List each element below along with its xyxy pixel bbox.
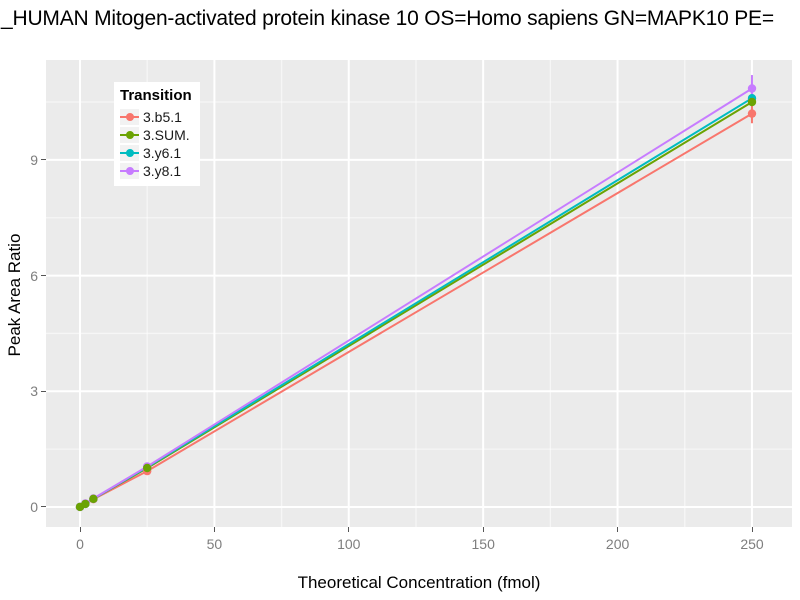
x-tick-mark [213, 527, 215, 532]
legend-entry-label: 3.SUM. [143, 127, 190, 143]
legend-key-swatch [120, 127, 139, 143]
legend-key-swatch [120, 163, 139, 179]
x-tick-label: 150 [471, 536, 495, 552]
legend-entry: 3.y6.1 [120, 144, 194, 162]
x-tick-mark [348, 527, 350, 532]
plot-area-svg [46, 60, 792, 527]
legend-entry-label: 3.y6.1 [143, 145, 182, 161]
legend-entry-label: 3.b5.1 [143, 109, 182, 125]
legend-entry: 3.b5.1 [120, 108, 194, 126]
legend-key-dot-icon [126, 167, 134, 175]
chart-title: _HUMAN Mitogen-activated protein kinase … [1, 7, 774, 30]
legend-entry: 3.SUM. [120, 126, 194, 144]
legend-key-dot-icon [126, 149, 134, 157]
legend-key-dot-icon [126, 113, 134, 121]
legend-entries: 3.b5.1 3.SUM. 3.y6.1 3.y8.1 [120, 108, 194, 180]
x-tick-mark [617, 527, 619, 532]
y-tick-mark [41, 159, 46, 161]
y-tick-mark [41, 390, 46, 392]
x-tick-label: 50 [206, 536, 223, 552]
y-tick-label: 9 [30, 151, 38, 168]
legend-title: Transition [120, 87, 192, 104]
y-axis-title: Peak Area Ratio [5, 233, 24, 357]
x-tick-label: 250 [740, 536, 764, 552]
legend-key-swatch [120, 145, 139, 161]
legend: Transition 3.b5.1 3.SUM. 3.y6.1 [114, 82, 200, 186]
legend-key-swatch [120, 109, 139, 125]
legend-entry-label: 3.y8.1 [143, 163, 182, 179]
legend-entry: 3.y8.1 [120, 162, 194, 180]
x-tick-label: 200 [605, 536, 630, 552]
x-axis-title: Theoretical Concentration (fmol) [297, 573, 541, 592]
x-tick-mark [751, 527, 753, 532]
y-tick-mark [41, 275, 46, 277]
y-tick-label: 0 [30, 498, 38, 515]
x-tick-mark [79, 527, 81, 532]
x-tick-mark [482, 527, 484, 532]
x-tick-label: 0 [76, 536, 84, 552]
legend-key-dot-icon [126, 131, 134, 139]
y-tick-label: 6 [30, 267, 38, 284]
y-tick-mark [41, 506, 46, 508]
y-tick-label: 3 [30, 383, 38, 400]
x-tick-label: 100 [337, 536, 361, 552]
